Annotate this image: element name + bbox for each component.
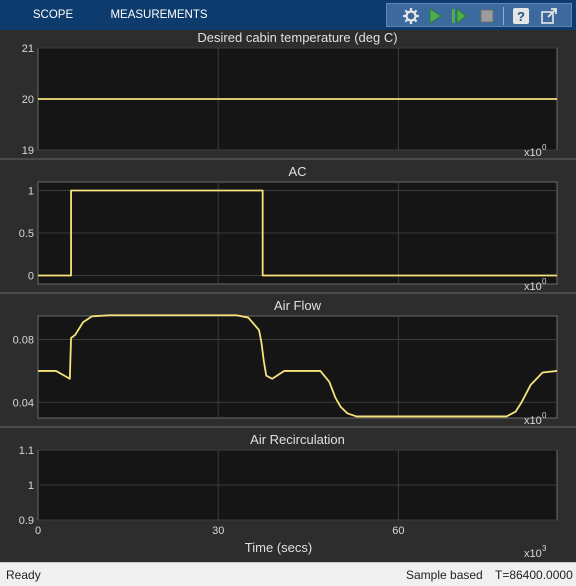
x-exponent-value: 0 bbox=[542, 411, 547, 420]
simulation-time-text: T=86400.0000 bbox=[495, 568, 573, 582]
y-tick-label: 0.08 bbox=[13, 335, 34, 347]
y-tick-label: 1 bbox=[28, 480, 34, 492]
y-tick-label: 20 bbox=[22, 94, 34, 106]
undock-icon[interactable] bbox=[539, 6, 559, 26]
axes-title: Air Flow bbox=[274, 298, 322, 313]
y-tick-label: 0 bbox=[28, 271, 34, 283]
x-exponent-value: 0 bbox=[542, 143, 547, 152]
x-exponent-label: x10 bbox=[524, 548, 542, 560]
toolstrip-bar: SCOPE MEASUREMENTS ? bbox=[0, 0, 576, 30]
x-exponent-label: x10 bbox=[524, 415, 542, 427]
axes-title: Desired cabin temperature (deg C) bbox=[197, 30, 397, 45]
y-tick-label: 21 bbox=[22, 43, 34, 55]
axes-3: Air Flow 0.04 0.08 x10 0 bbox=[13, 298, 558, 427]
toolbar-separator bbox=[503, 7, 504, 25]
axes-1: Desired cabin temperature (deg C) 19 20 21 x… bbox=[22, 30, 558, 159]
axes-4: Air Recirculation 0.9 1 1.1 0 30 60 Time (secs)… bbox=[19, 432, 558, 560]
x-axis-label: Time (secs) bbox=[245, 540, 312, 555]
sample-mode-text: Sample based bbox=[406, 568, 483, 582]
y-tick-label: 0.9 bbox=[19, 515, 34, 527]
stop-icon[interactable] bbox=[477, 6, 497, 26]
y-tick-label: 1.1 bbox=[19, 445, 34, 457]
x-exponent-value: 3 bbox=[542, 544, 547, 553]
x-tick-label: 60 bbox=[392, 525, 404, 537]
svg-text:?: ? bbox=[517, 9, 525, 24]
scope-figure: Desired cabin temperature (deg C) 19 20 21 x… bbox=[0, 30, 576, 562]
step-forward-icon[interactable] bbox=[449, 6, 469, 26]
axes-title: AC bbox=[288, 164, 306, 179]
settings-gear-icon[interactable] bbox=[401, 6, 421, 26]
help-icon[interactable]: ? bbox=[511, 6, 531, 26]
y-tick-label: 1 bbox=[28, 186, 34, 198]
run-icon[interactable] bbox=[425, 6, 445, 26]
x-exponent-label: x10 bbox=[524, 147, 542, 159]
y-tick-label: 0.04 bbox=[13, 397, 34, 409]
tab-scope[interactable]: SCOPE bbox=[0, 0, 106, 30]
axes-title: Air Recirculation bbox=[250, 432, 345, 447]
status-text: Ready bbox=[6, 568, 41, 582]
scope-plots: Desired cabin temperature (deg C) 19 20 21 x… bbox=[0, 30, 576, 562]
x-exponent-value: 0 bbox=[542, 277, 547, 286]
quick-access-toolbar: ? bbox=[386, 3, 572, 27]
plot-area bbox=[37, 315, 558, 419]
y-tick-label: 19 bbox=[22, 145, 34, 157]
signal-line bbox=[38, 314, 558, 418]
y-tick-label: 0.5 bbox=[19, 228, 34, 240]
x-exponent-label: x10 bbox=[524, 281, 542, 293]
tab-measurements[interactable]: MEASUREMENTS bbox=[110, 9, 208, 21]
signal-line bbox=[38, 189, 557, 277]
status-bar: Ready Sample based T=86400.0000 bbox=[0, 562, 576, 586]
x-tick-label: 30 bbox=[212, 525, 224, 537]
x-tick-label: 0 bbox=[35, 525, 41, 537]
